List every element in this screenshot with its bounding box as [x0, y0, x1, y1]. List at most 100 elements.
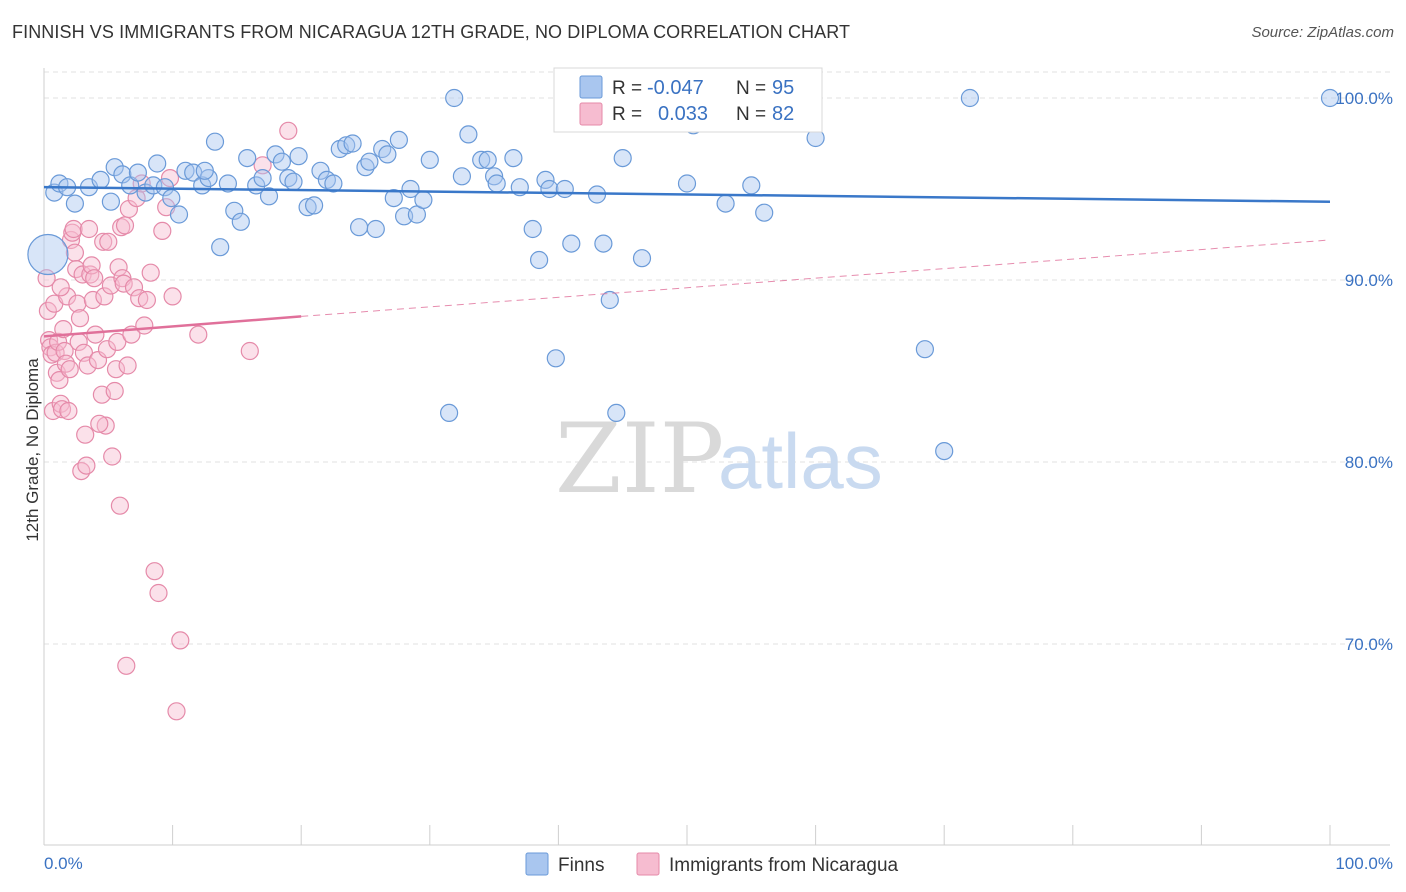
- finns-point: [452, 167, 471, 186]
- nicaragua-point: [124, 278, 144, 297]
- nicaragua-point: [59, 401, 78, 421]
- finns-points: [27, 88, 1340, 461]
- nicaragua-point: [118, 356, 137, 375]
- legend-n-label-2: N =: [736, 104, 766, 125]
- nicaragua-point: [167, 702, 186, 721]
- finns-point: [555, 179, 574, 199]
- nicaragua-point: [103, 447, 122, 466]
- legend-n-value-2: 82: [772, 103, 794, 125]
- bottom-legend-swatch-nicaragua: [636, 852, 660, 876]
- finns-point: [478, 150, 497, 169]
- finns-point: [27, 233, 69, 276]
- nicaragua-point: [163, 287, 182, 306]
- finns-point: [231, 212, 250, 231]
- y-tick-label: 80.0%: [1345, 453, 1393, 472]
- nicaragua-point: [65, 243, 85, 262]
- finns-point: [128, 163, 147, 182]
- finns-point: [155, 178, 174, 197]
- finns-point: [472, 150, 491, 169]
- finns-point: [504, 149, 523, 168]
- bottom-legend-nicaragua: Immigrants from Nicaragua: [669, 855, 899, 876]
- nicaragua-point: [95, 287, 114, 306]
- nicaragua-point: [57, 287, 77, 306]
- nicaragua-point: [114, 274, 133, 293]
- finns-point: [266, 145, 285, 164]
- finns-point: [169, 205, 189, 224]
- nicaragua-trend-extension: [301, 239, 1331, 317]
- nicaragua-point: [137, 290, 156, 310]
- finns-point: [487, 174, 506, 193]
- legend-swatch-nicaragua: [579, 102, 603, 126]
- legend-r-label-2: R =: [612, 104, 642, 125]
- chart-title: FINNISH VS IMMIGRANTS FROM NICARAGUA 12T…: [12, 22, 851, 42]
- nicaragua-point: [94, 232, 113, 251]
- nicaragua-point: [135, 316, 154, 335]
- nicaragua-point: [160, 169, 180, 188]
- nicaragua-point: [108, 332, 127, 351]
- finns-point: [205, 132, 225, 151]
- nicaragua-point: [86, 325, 105, 344]
- nicaragua-point: [97, 340, 117, 359]
- finns-point: [101, 192, 121, 211]
- trend-lines: [43, 185, 1331, 338]
- finns-point: [343, 134, 362, 153]
- finns-point: [211, 238, 230, 257]
- finns-point: [324, 174, 343, 193]
- finns-point: [1320, 88, 1340, 108]
- finns-point: [350, 218, 369, 237]
- legend-n-value-1: 95: [772, 77, 794, 99]
- watermark-zip: ZIP: [555, 403, 724, 515]
- watermark-atlas: atlas: [718, 417, 883, 505]
- finns-point: [632, 249, 652, 268]
- finns-point: [360, 152, 379, 171]
- legend-r-value-1: -0.047: [647, 77, 704, 99]
- nicaragua-point: [130, 289, 149, 308]
- finns-point: [311, 161, 330, 180]
- finns-point: [272, 152, 291, 171]
- nicaragua-point: [153, 221, 172, 240]
- y-tick-labels: 100.0% 90.0% 80.0% 70.0%: [1335, 89, 1393, 654]
- nicaragua-point: [106, 360, 126, 379]
- finns-point: [105, 158, 124, 177]
- finns-point: [440, 403, 459, 422]
- nicaragua-point: [110, 496, 130, 515]
- legend-swatch-finns: [579, 75, 603, 99]
- nicaragua-point: [90, 414, 109, 433]
- finns-point: [284, 172, 303, 191]
- finns-point: [540, 179, 559, 199]
- y-tick-label: 70.0%: [1345, 635, 1393, 654]
- finns-point: [915, 340, 935, 359]
- finns-point: [366, 219, 385, 239]
- nicaragua-point: [83, 290, 103, 310]
- finns-point: [935, 442, 954, 461]
- finns-point: [600, 290, 619, 310]
- finns-point: [195, 161, 214, 180]
- nicaragua-point: [279, 121, 298, 140]
- finns-point: [607, 403, 626, 422]
- finns-point: [373, 139, 392, 159]
- source-label: Source: ZipAtlas.com: [1251, 24, 1394, 41]
- nicaragua-point: [141, 263, 160, 282]
- nicaragua-point: [77, 456, 96, 475]
- finns-point: [401, 179, 420, 199]
- nicaragua-point: [96, 416, 115, 435]
- nicaragua-point: [149, 583, 168, 603]
- watermark: ZIP atlas: [555, 403, 883, 515]
- nicaragua-point: [253, 156, 272, 175]
- nicaragua-point: [60, 360, 79, 379]
- nicaragua-point: [171, 631, 190, 650]
- nicaragua-point: [109, 258, 128, 277]
- finns-point: [253, 169, 272, 188]
- finns-point: [546, 349, 565, 368]
- nicaragua-point: [72, 462, 91, 481]
- series-legend: Finns Immigrants from Nicaragua: [525, 852, 899, 876]
- bottom-legend-finns: Finns: [558, 855, 604, 876]
- nicaragua-point: [189, 325, 208, 344]
- nicaragua-point: [64, 219, 83, 239]
- nicaragua-point: [85, 269, 104, 288]
- finns-point: [459, 125, 478, 144]
- finns-point: [218, 174, 237, 193]
- nicaragua-point: [105, 381, 124, 401]
- finns-point: [420, 150, 439, 169]
